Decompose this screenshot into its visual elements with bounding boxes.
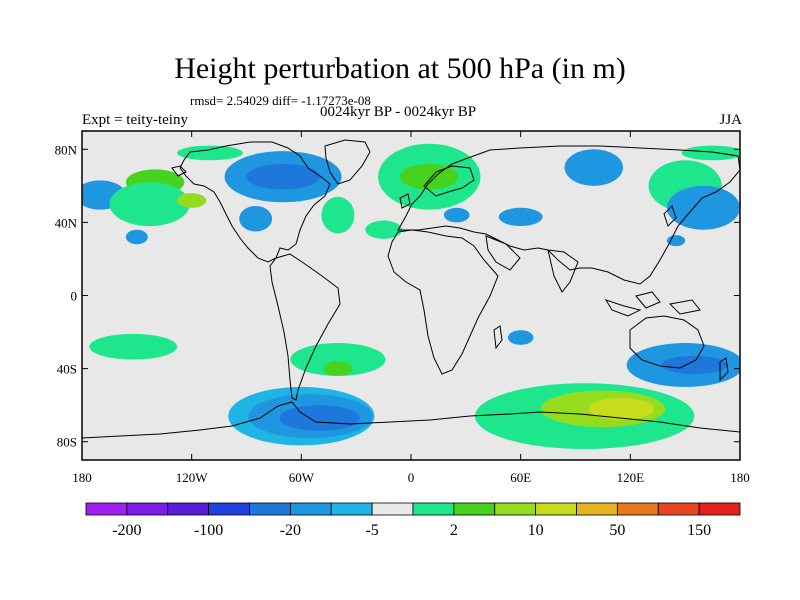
x-tick-label: 180 [730,470,750,485]
colorbar-swatch [330,502,373,516]
colorbar-label: -100 [194,522,223,539]
y-tick-label: 0 [71,289,78,304]
anomaly-region [246,163,320,190]
anomaly-region [125,229,148,245]
anomaly-region [588,397,655,420]
colorbar-swatch [535,502,577,516]
colorbar-swatch [576,502,618,516]
anomaly-region [498,207,543,227]
colorbar-swatch [85,502,128,516]
map-title: Height perturbation at 500 hPa (in m) [174,52,626,85]
anomaly-region [666,185,740,230]
anomaly-region [177,193,207,208]
colorbar-label: 50 [609,522,625,539]
colorbar-label: -200 [112,522,141,539]
longitude-axis: 180 120W 60W 0 60E 120E 180 [72,131,750,485]
anomaly-region [400,163,459,190]
anomaly-region [177,145,243,161]
coastlines [82,139,740,439]
anomaly-region [666,235,686,247]
season-label: JJA [719,112,742,128]
colorbar-label: -20 [280,522,301,539]
rmsd-stats: rmsd= 2.54029 diff= -1.17273e-08 [190,93,371,108]
y-tick-label: 40S [57,362,77,377]
x-tick-label: 120E [617,470,645,485]
anomaly-region [443,207,470,223]
anomaly-region [681,145,740,161]
colorbar-swatch [657,502,700,516]
anomaly-region [661,355,728,375]
colorbar-swatch [453,502,496,516]
colorbar-swatch [494,502,537,516]
x-tick-label: 0 [408,470,415,485]
colorbar-swatch [371,502,414,516]
anomaly-region [564,149,624,186]
colorbar-label: 10 [528,522,544,539]
colorbar-label: -5 [365,522,378,539]
colorbar-swatch [249,502,291,516]
colorbar-label: 2 [450,522,458,539]
colorbar-swatch [208,502,250,516]
anomaly-field [82,143,740,450]
anomaly-region [109,182,190,227]
x-tick-label: 180 [72,470,92,485]
colorbar: -200 -100 -20 -5 2 10 50 150 [85,502,741,539]
colorbar-swatch [616,502,659,516]
colorbar-swatch [289,502,332,516]
latitude-axis: 80N 40N 0 40S 80S [55,142,740,450]
x-tick-label: 60E [510,470,531,485]
anomaly-region [279,405,360,431]
anomaly-region [239,205,273,232]
anomaly-region [89,333,178,360]
colorbar-swatch [698,502,741,516]
colorbar-label: 150 [687,522,711,539]
period-label: 0024kyr BP - 0024kyr BP [320,104,477,120]
colorbar-swatch [126,502,169,516]
y-tick-label: 80S [57,435,77,450]
anomaly-region [321,196,355,234]
y-tick-label: 40N [55,215,78,230]
anomaly-region [365,220,402,239]
x-tick-label: 120W [176,470,209,485]
colorbar-swatch [412,502,455,516]
y-tick-label: 80N [55,142,78,157]
colorbar-swatch [167,502,210,516]
x-tick-label: 60W [289,470,315,485]
anomaly-region [323,361,353,376]
anomaly-region [507,330,534,345]
experiment-label: Expt = teity-teiny [82,112,188,128]
